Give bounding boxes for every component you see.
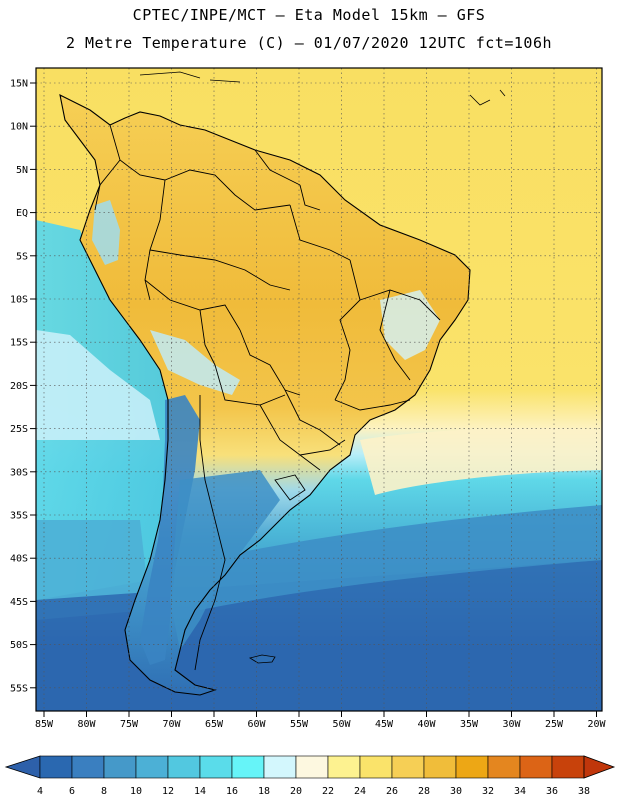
lon-label: 25W: [545, 719, 564, 730]
andes-cold-strip: [140, 395, 200, 665]
colorbar-tick-label: 36: [546, 786, 558, 797]
lon-label: 40W: [417, 719, 436, 730]
lat-label: 5N: [16, 165, 28, 176]
lon-label: 65W: [205, 719, 224, 730]
lon-label: 85W: [35, 719, 54, 730]
colorbar: 4 6 8 10 12 14 16 18 20 22 24 26 28 30 32 34 36 38: [4, 755, 616, 797]
pacific-pale: [36, 330, 160, 440]
lon-label: 20W: [587, 719, 606, 730]
lat-label: EQ: [16, 208, 28, 219]
lon-label: 75W: [120, 719, 139, 730]
colorbar-tick-label: 6: [69, 786, 75, 797]
lat-label: 20S: [10, 381, 28, 392]
colorbar-segment: [295, 755, 329, 779]
lon-label: 70W: [162, 719, 181, 730]
lat-label: 10S: [10, 295, 28, 306]
caribbean-islands: [139, 71, 506, 106]
colorbar-segment: [487, 755, 521, 779]
map-title-line2: 2 Metre Temperature (C) – 01/07/2020 12U…: [65, 34, 553, 52]
warm-band: [360, 428, 602, 495]
lat-label: 10N: [10, 122, 28, 133]
lon-label: 45W: [375, 719, 394, 730]
colorbar-segment: [263, 755, 297, 779]
colorbar-segment: [231, 755, 265, 779]
lat-label: 15N: [10, 79, 28, 90]
lat-label: 25S: [10, 424, 28, 435]
lat-label: 55S: [10, 683, 28, 694]
colorbar-segment: [551, 755, 585, 779]
lon-label: 30W: [502, 719, 521, 730]
lon-label: 80W: [77, 719, 96, 730]
lat-label: 5S: [16, 251, 28, 262]
colorbar-segment: [423, 755, 457, 779]
colorbar-tick-label: 4: [37, 786, 43, 797]
colorbar-segment: [135, 755, 169, 779]
colorbar-tick-label: 34: [514, 786, 526, 797]
colorbar-tick-label: 18: [258, 786, 270, 797]
colorbar-tick-label: 8: [101, 786, 107, 797]
colorbar-segment: [199, 755, 233, 779]
colorbar-tick-label: 14: [194, 786, 206, 797]
colorbar-tick-label: 12: [162, 786, 174, 797]
lat-label: 50S: [10, 640, 28, 651]
colorbar-tick-label: 32: [482, 786, 494, 797]
lat-label: 15S: [10, 338, 28, 349]
lon-label: 35W: [460, 719, 479, 730]
colorbar-tick-label: 22: [322, 786, 334, 797]
lat-label: 35S: [10, 511, 28, 522]
lat-label: 45S: [10, 597, 28, 608]
lat-label: 40S: [10, 554, 28, 565]
colorbar-segment: [455, 755, 489, 779]
longitude-labels: 85W 80W 75W 70W 65W 60W 55W 50W 45W 40W 35W 30W 25W 2…: [35, 711, 607, 730]
colorbar-tick-label: 16: [226, 786, 238, 797]
colorbar-segment: [359, 755, 393, 779]
brazil-highlands-pale: [380, 290, 440, 360]
colorbar-tick-label: 38: [578, 786, 590, 797]
coastline: [59, 94, 471, 696]
colorbar-high-arrow: [583, 755, 616, 779]
altiplano-pale: [150, 330, 240, 395]
colorbar-tick-label: 30: [450, 786, 462, 797]
colorbar-tick-label: 10: [130, 786, 142, 797]
colorbar-segment: [39, 755, 73, 779]
colorbar-segment: [103, 755, 137, 779]
lat-lon-grid: [36, 68, 602, 711]
map-frame: [35, 67, 603, 712]
colorbar-segment: [519, 755, 553, 779]
lon-label: 50W: [332, 719, 351, 730]
lon-label: 55W: [290, 719, 309, 730]
colorbar-low-arrow: [4, 755, 41, 779]
latitude-labels: 15N 10N 5N EQ 5S 10S 15S 20S 25S 30S 35S 40S 45S 50S 5…: [10, 79, 36, 694]
colorbar-segment: [327, 755, 361, 779]
country-borders: [94, 124, 441, 671]
lon-label: 60W: [247, 719, 266, 730]
colorbar-tick-label: 20: [290, 786, 302, 797]
andes-north-pale: [92, 200, 120, 265]
colorbar-segment: [167, 755, 201, 779]
colorbar-tick-label: 24: [354, 786, 366, 797]
south-atlantic-cool: [200, 505, 602, 610]
lat-label: 30S: [10, 467, 28, 478]
colorbar-segment: [391, 755, 425, 779]
colorbar-tick-label: 26: [386, 786, 398, 797]
map-title-line1: CPTEC/INPE/MCT – Eta Model 15km – GFS: [132, 6, 486, 24]
colorbar-segment: [71, 755, 105, 779]
temperature-field: [36, 68, 602, 711]
colorbar-tick-label: 28: [418, 786, 430, 797]
